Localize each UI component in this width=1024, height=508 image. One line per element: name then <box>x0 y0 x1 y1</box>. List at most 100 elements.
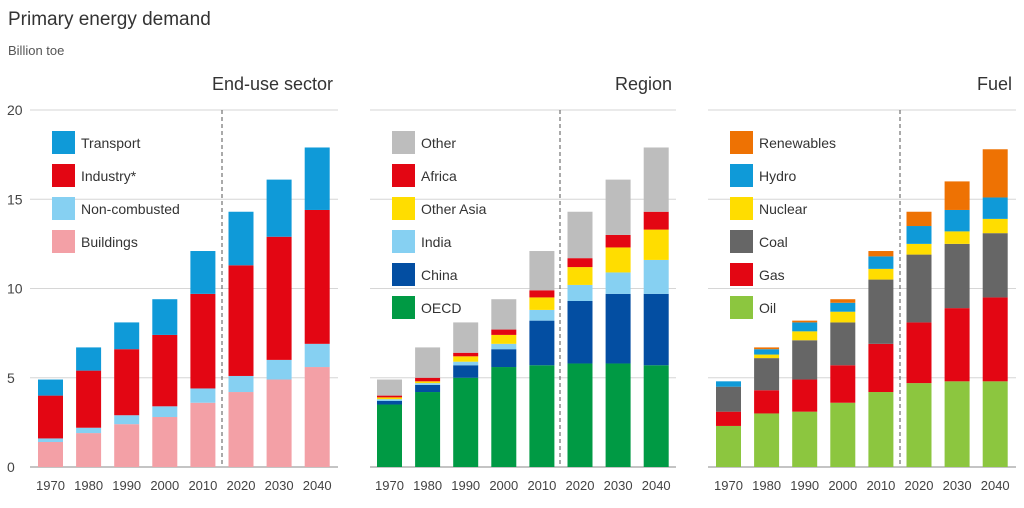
x-tick-label: 2020 <box>227 478 256 493</box>
x-tick-label: 2010 <box>866 478 895 493</box>
legend-label: Non-combusted <box>81 201 180 217</box>
bar-segment-hydro <box>754 349 780 355</box>
legend-swatch <box>730 197 753 220</box>
bar-segment-transport <box>152 299 178 335</box>
bar-segment-non-combusted <box>266 359 292 380</box>
legend-label: China <box>421 267 458 283</box>
panel-title: Fuel <box>977 74 1012 94</box>
bar-segment-other-asia <box>643 229 669 260</box>
bar-segment-coal <box>792 340 818 380</box>
bar-segment-africa <box>643 211 669 230</box>
bar-segment-gas <box>830 365 856 403</box>
bar-segment-transport <box>190 251 216 294</box>
bar-segment-non-combusted <box>114 415 140 425</box>
bar-segment-oecd <box>643 365 669 467</box>
bar-segment-nuclear <box>982 218 1008 234</box>
bar-segment-gas <box>982 297 1008 382</box>
bar-segment-africa <box>605 234 631 248</box>
bar-segment-oil <box>830 402 856 467</box>
bar-segment-china <box>529 320 555 366</box>
bar-segment-other-asia <box>491 334 517 344</box>
bar-segment-other <box>453 322 479 353</box>
bar-segment-renewables <box>754 347 780 350</box>
bar-segment-industry- <box>228 265 254 376</box>
legend-swatch <box>52 164 75 187</box>
bar-segment-africa <box>529 290 555 298</box>
bar-segment-africa <box>453 352 479 357</box>
legend-item: Other Asia <box>392 197 487 220</box>
bar-segment-oil <box>716 425 741 467</box>
x-tick-label: 2040 <box>303 478 332 493</box>
legend-item: Hydro <box>730 164 797 187</box>
bar-segment-renewables <box>982 149 1008 198</box>
bar-segment-china <box>415 384 441 393</box>
legend-item: China <box>392 263 458 286</box>
bar-segment-transport <box>76 347 102 371</box>
x-tick-label: 2030 <box>604 478 633 493</box>
bar-segment-coal <box>868 279 894 344</box>
x-tick-label: 1980 <box>413 478 442 493</box>
bar-segment-other-asia <box>567 267 593 285</box>
bar-segment-india <box>605 272 631 294</box>
x-tick-label: 2010 <box>188 478 217 493</box>
legend-item: Non-combusted <box>52 197 180 220</box>
bar-segment-africa <box>377 395 402 398</box>
x-tick-label: 2010 <box>527 478 556 493</box>
bar-segment-transport <box>38 379 63 396</box>
bar-segment-non-combusted <box>152 406 178 418</box>
bar-segment-oil <box>868 392 894 467</box>
bar-segment-oecd <box>605 363 631 467</box>
bar-segment-nuclear <box>830 311 856 323</box>
bar-segment-transport <box>114 322 140 350</box>
bar-segment-oecd <box>491 367 517 467</box>
panel-title: Region <box>615 74 672 94</box>
bar-segment-buildings <box>152 417 178 467</box>
bar-segment-india <box>643 259 669 294</box>
legend-label: Gas <box>759 267 785 283</box>
bar-segment-gas <box>754 390 780 414</box>
bar-segment-industry- <box>304 209 330 344</box>
legend-item: Transport <box>52 131 141 154</box>
y-tick-label: 20 <box>7 102 23 118</box>
bar-segment-oecd <box>415 392 441 467</box>
legend-item: Renewables <box>730 131 836 154</box>
bar-segment-buildings <box>76 433 102 467</box>
legend-swatch <box>392 296 415 319</box>
bar-segment-renewables <box>830 299 856 303</box>
bar-segment-nuclear <box>906 243 932 255</box>
bar-segment-india <box>491 343 517 350</box>
bar-segment-other-asia <box>453 356 479 362</box>
bar-segment-coal <box>716 386 741 412</box>
x-tick-label: 2000 <box>150 478 179 493</box>
legend-label: Other Asia <box>421 201 487 217</box>
y-tick-label: 5 <box>7 370 15 386</box>
bar-segment-africa <box>415 377 441 382</box>
legend-item: Other <box>392 131 456 154</box>
bar-segment-renewables <box>792 320 818 323</box>
bar-segment-india <box>567 284 593 301</box>
legend-item: Africa <box>392 164 457 187</box>
legend-item: India <box>392 230 452 253</box>
x-tick-label: 1990 <box>112 478 141 493</box>
legend-label: Industry* <box>81 168 137 184</box>
legend-swatch <box>730 263 753 286</box>
bar-segment-industry- <box>190 293 216 389</box>
bar-segment-coal <box>982 233 1008 298</box>
bar-segment-oil <box>906 383 932 467</box>
bar-segment-other <box>643 147 669 212</box>
x-tick-label: 2020 <box>905 478 934 493</box>
bar-segment-china <box>491 349 517 368</box>
bar-segment-other-asia <box>529 297 555 310</box>
bar-segment-other <box>491 299 517 330</box>
bar-segment-india <box>377 399 402 401</box>
bar-segment-hydro <box>906 226 932 244</box>
bar-segment-transport <box>228 211 254 266</box>
legend-swatch <box>392 131 415 154</box>
legend-label: India <box>421 234 452 250</box>
x-tick-label: 2040 <box>642 478 671 493</box>
bar-segment-coal <box>754 358 780 391</box>
bar-segment-non-combusted <box>190 388 216 403</box>
x-tick-label: 1980 <box>74 478 103 493</box>
y-tick-label: 10 <box>7 281 23 297</box>
x-tick-label: 1980 <box>752 478 781 493</box>
